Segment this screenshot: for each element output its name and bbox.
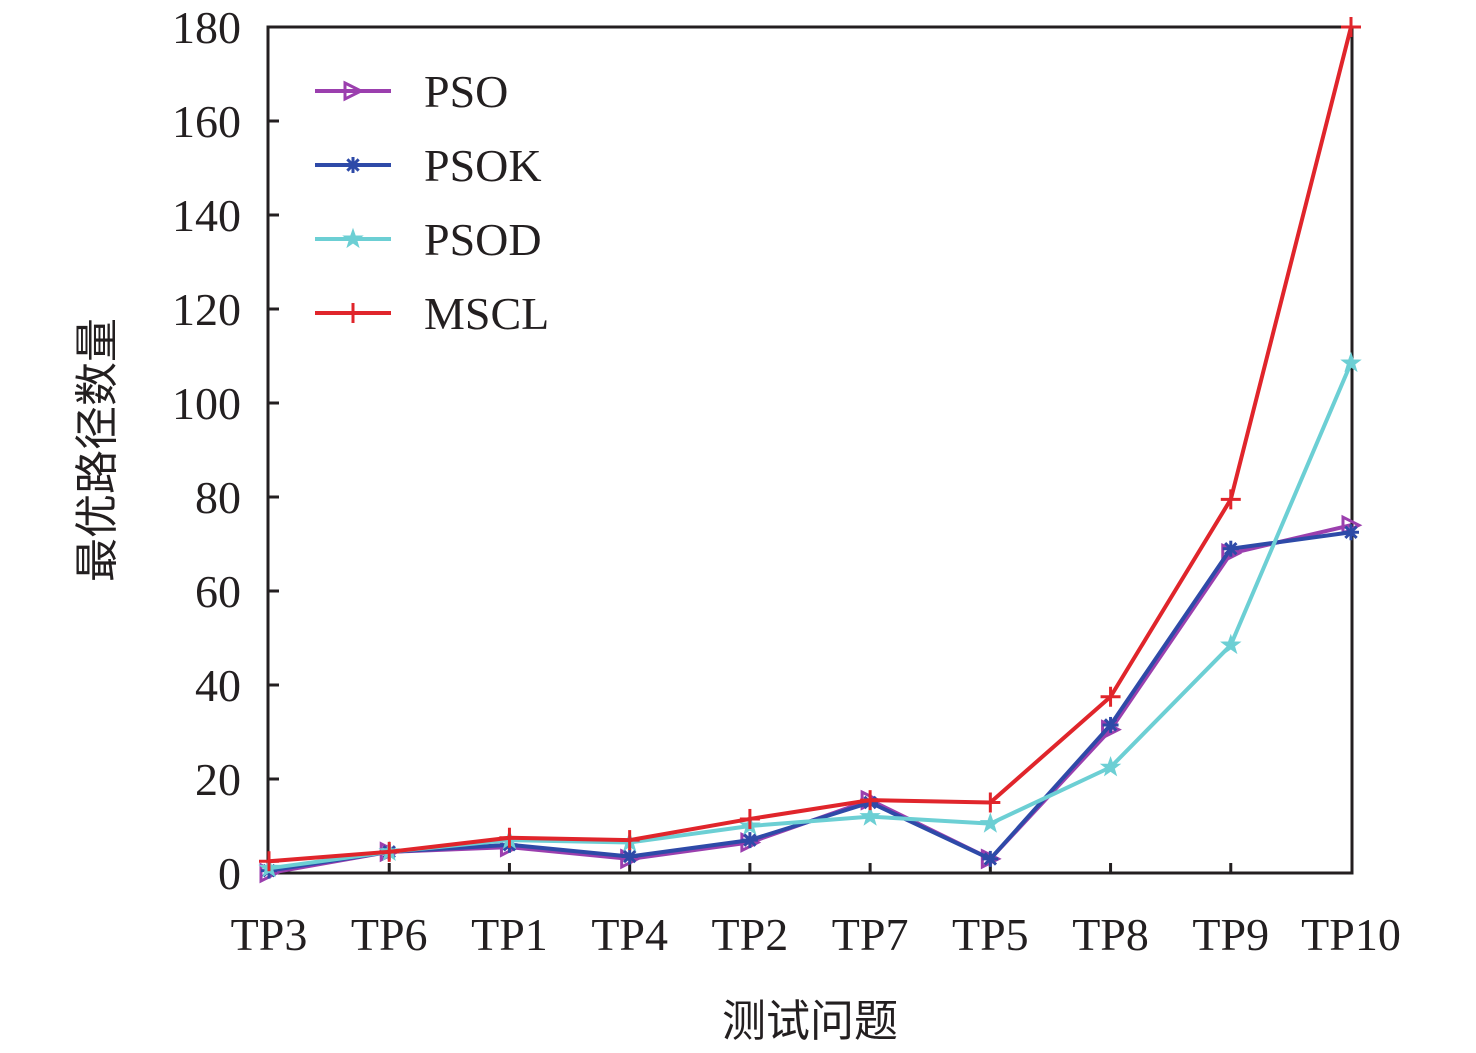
- series-layer: [258, 17, 1363, 884]
- data-point-marker: [741, 832, 758, 849]
- data-point-marker: [982, 850, 999, 867]
- data-point-marker: [379, 841, 400, 862]
- y-tick-label: 80: [195, 472, 241, 523]
- x-axis-title: 测试问题: [722, 996, 898, 1047]
- x-tick-label: TP7: [832, 909, 909, 960]
- x-tick-label: TP5: [952, 909, 1029, 960]
- y-tick-label: 140: [172, 190, 241, 241]
- star-marker: [979, 812, 1002, 833]
- asterisk-stroke: [1103, 718, 1118, 732]
- data-point-marker: [859, 805, 881, 826]
- data-point-marker: [343, 80, 365, 102]
- y-tick-label: 20: [195, 754, 241, 805]
- x-tick-label: TP1: [471, 909, 548, 960]
- star-marker: [1220, 633, 1242, 655]
- data-point-marker: [342, 227, 364, 249]
- star-marker: [342, 227, 364, 249]
- x-tick-label: TP2: [712, 909, 789, 960]
- data-point-marker: [1099, 755, 1122, 777]
- data-point-marker: [1222, 540, 1239, 557]
- data-point-marker: [1343, 524, 1359, 541]
- x-tick-label: TP8: [1072, 909, 1149, 960]
- asterisk-stroke: [622, 849, 637, 864]
- data-point-marker: [345, 157, 361, 173]
- plot-frame: [266, 25, 1354, 875]
- star-marker: [859, 805, 881, 826]
- asterisk-stroke: [346, 158, 360, 172]
- y-tick-label: 60: [195, 566, 241, 617]
- data-point-marker: [739, 808, 760, 829]
- legend-label: PSOK: [424, 140, 542, 191]
- data-point-marker: [1100, 686, 1121, 707]
- x-tick-label: TP4: [591, 909, 668, 960]
- data-point-marker: [619, 830, 640, 851]
- star-marker: [1340, 351, 1362, 373]
- data-point-marker: [980, 792, 1001, 813]
- data-point-marker: [499, 827, 520, 848]
- y-axis-title: 最优路径数量: [72, 318, 123, 582]
- series-line: [268, 26, 1353, 864]
- data-point-marker: [1220, 489, 1241, 510]
- asterisk-stroke: [1224, 541, 1238, 556]
- series-psod: [258, 351, 1362, 878]
- asterisk-stroke: [1344, 525, 1358, 539]
- legend-label: PSOD: [424, 214, 542, 265]
- legend-item-psod: PSOD: [315, 214, 542, 265]
- legend-item-psok: PSOK: [315, 140, 542, 191]
- legend-label: PSO: [424, 66, 508, 117]
- asterisk-stroke: [983, 852, 998, 866]
- data-point-marker: [979, 812, 1002, 833]
- data-point-marker: [860, 790, 881, 811]
- legend-item-mscl: MSCL: [315, 288, 549, 339]
- y-tick-label: 40: [195, 660, 241, 711]
- legend: PSO PSOK PSOD MSCL: [315, 66, 549, 339]
- data-point-marker: [1340, 351, 1362, 373]
- data-point-marker: [1341, 17, 1361, 37]
- series-psok: [261, 524, 1359, 879]
- data-point-marker: [1102, 716, 1119, 733]
- legend-item-pso: PSO: [315, 66, 508, 117]
- data-point-marker: [259, 851, 279, 872]
- asterisk-stroke: [743, 833, 757, 847]
- x-tick-label: TP10: [1301, 909, 1401, 960]
- series-mscl: [259, 17, 1361, 872]
- y-tick-label: 100: [172, 378, 241, 429]
- x-tick-label: TP6: [351, 909, 428, 960]
- x-tick-label: TP9: [1192, 909, 1269, 960]
- x-tick-label: TP3: [231, 909, 308, 960]
- triangle-marker: [343, 80, 365, 102]
- y-tick-label: 160: [172, 96, 241, 147]
- data-point-marker: [1220, 633, 1242, 655]
- legend-label: MSCL: [424, 288, 549, 339]
- y-tick-label: 180: [172, 2, 241, 53]
- star-marker: [1099, 755, 1122, 777]
- y-tick-label: 120: [172, 284, 241, 335]
- y-tick-label: 0: [218, 848, 241, 899]
- data-point-marker: [621, 848, 638, 865]
- series-pso: [259, 514, 1363, 884]
- data-point-marker: [343, 303, 363, 323]
- axes: 0 20 40 60 80 100 120 140 160 180 TP3 TP6 TP1 TP4 TP2 T…: [172, 2, 1401, 960]
